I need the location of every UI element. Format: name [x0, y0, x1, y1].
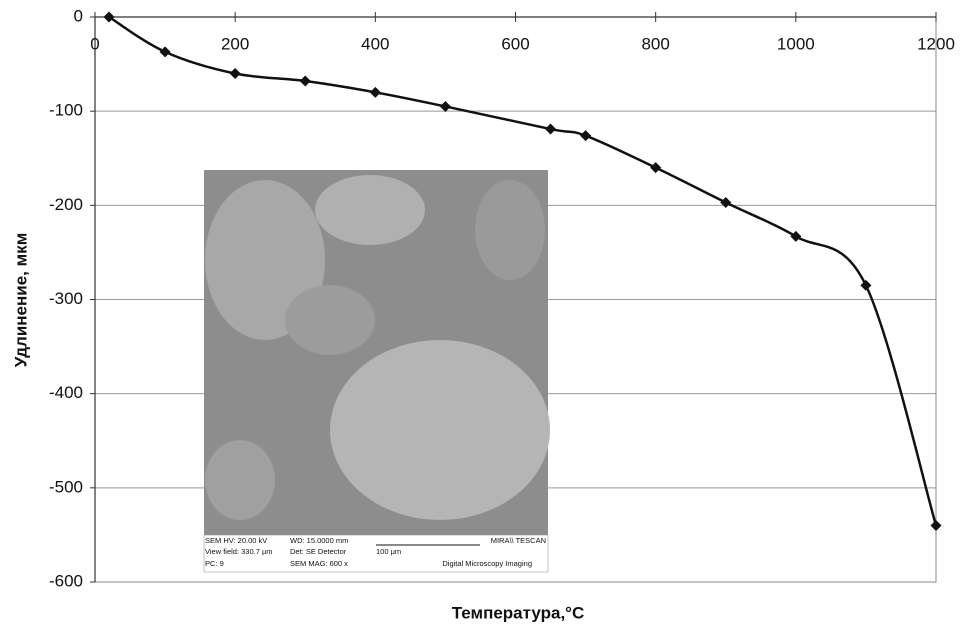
y-tick-label: -400	[49, 383, 83, 402]
x-tick-label: 1000	[777, 34, 815, 53]
sem-annotation: Digital Microscopy Imaging	[442, 559, 532, 568]
sem-annotation: MIRA\\ TESCAN	[491, 536, 546, 545]
sem-annotation: View field: 330.7 μm	[205, 547, 273, 556]
data-point	[931, 520, 942, 531]
sem-annotation: WD: 15.0000 mm	[290, 536, 348, 545]
data-point	[720, 197, 731, 208]
data-point	[545, 124, 556, 135]
data-point	[580, 130, 591, 141]
y-tick-label: -500	[49, 477, 83, 496]
particle	[330, 340, 550, 520]
particle	[475, 180, 545, 280]
sem-annotation: SEM HV: 20.00 kV	[205, 536, 267, 545]
sem-annotation: 100 μm	[376, 547, 401, 556]
data-point	[370, 87, 381, 98]
data-point	[160, 46, 171, 57]
particle	[315, 175, 425, 245]
data-point	[440, 101, 451, 112]
sem-annotation: Det: SE Detector	[290, 547, 347, 556]
data-point	[650, 162, 661, 173]
x-tick-label: 200	[221, 34, 249, 53]
y-tick-label: -100	[49, 101, 83, 120]
data-point	[300, 76, 311, 87]
sem-annotation: PC: 9	[205, 559, 224, 568]
x-tick-label: 0	[90, 34, 99, 53]
data-point	[790, 231, 801, 242]
y-tick-label: -600	[49, 571, 83, 590]
y-tick-label: -300	[49, 289, 83, 308]
x-tick-label: 1200	[917, 34, 955, 53]
x-tick-label: 600	[501, 34, 529, 53]
sem-annotation: SEM MAG: 600 x	[290, 559, 348, 568]
chart: SEM HV: 20.00 kV WD: 15.0000 mm MIRA\\ T…	[0, 0, 962, 627]
data-point	[860, 280, 871, 291]
y-tick-label: 0	[74, 6, 83, 25]
y-tick-label: -200	[49, 195, 83, 214]
sem-inset	[204, 170, 550, 572]
particle	[205, 440, 275, 520]
data-point	[230, 68, 241, 79]
x-axis-label: Температура,°C	[452, 603, 585, 622]
particle	[285, 285, 375, 355]
x-tick-label: 400	[361, 34, 389, 53]
x-tick-label: 800	[641, 34, 669, 53]
y-axis-label: Удлинение, мкм	[11, 233, 30, 368]
